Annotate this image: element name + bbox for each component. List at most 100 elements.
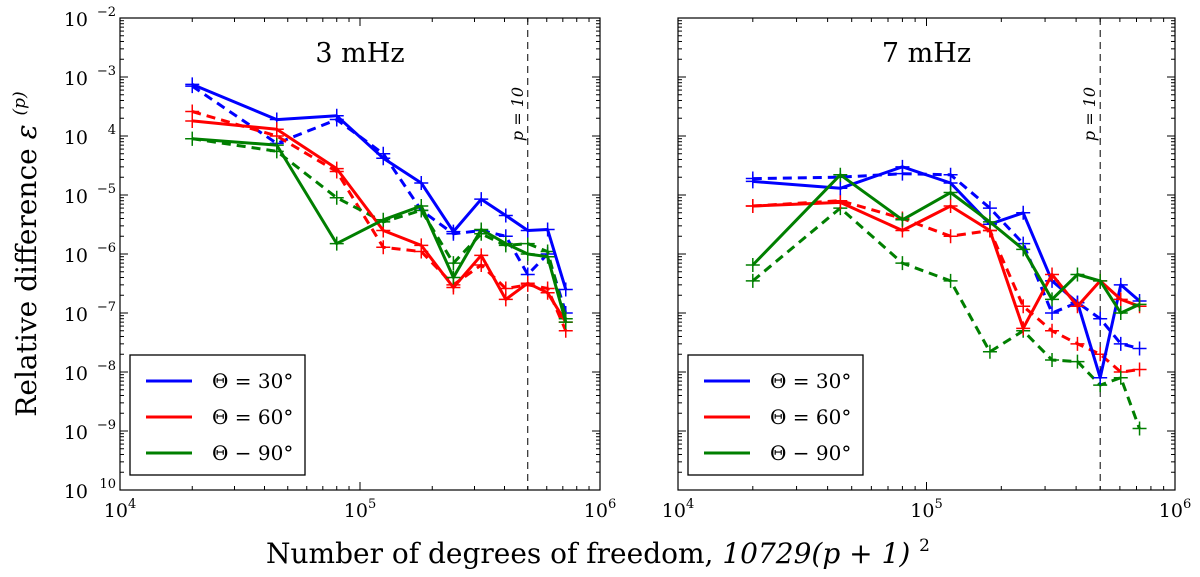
x-tick-base: 10 [584,500,608,522]
data-point-marker [943,229,958,244]
y-tick-base: 10 [64,68,88,90]
data-point-marker [1113,336,1128,351]
x-tick-exp: 6 [608,497,616,512]
data-point-marker [520,223,535,238]
x-tick-label: 104 [104,497,136,522]
x-axis-label-text: Number of degrees of freedom, [266,537,713,570]
data-point-marker [474,248,489,263]
legend-label: Θ = 30° [770,369,851,393]
series-line [752,172,1140,350]
y-tick-base: 10 [64,422,88,444]
data-point-marker [982,344,997,359]
data-point-marker [474,192,489,207]
data-point-marker [1093,273,1108,288]
data-point-marker [498,292,513,307]
y-axis-label-text: Relative difference [10,148,43,416]
data-point-marker [1045,306,1060,320]
data-point-marker [1070,267,1085,282]
data-point-marker [982,214,997,229]
y-tick-base: 10 [64,127,88,149]
y-tick-label: 10 10 [64,477,116,503]
legend-label: Θ = 60° [212,405,293,429]
data-point-marker [558,282,573,297]
series-solid-0000ff [185,77,573,297]
x-tick-base: 10 [910,500,934,522]
data-point-marker [745,199,760,214]
y-axis-label: Relative difference ε (p) [10,91,43,416]
y-tick-base: 10 [64,9,88,31]
x-tick-base: 10 [1159,500,1183,522]
data-point-marker [498,208,513,223]
data-point-marker [329,108,344,123]
data-point-marker [376,151,391,166]
svg-text:Number of degrees of freedom,: Number of degrees of freedom, 10729(p + … [266,536,930,570]
series-line [752,200,1141,330]
legend: Θ = 30° Θ = 60° Θ − 90° [129,354,306,476]
data-point-marker [1132,341,1147,356]
data-point-marker [376,212,391,227]
data-point-marker [1132,297,1147,312]
data-point-marker [474,222,489,237]
x-tick-exp: 6 [1183,497,1191,512]
data-point-marker [414,238,429,253]
data-point-marker [982,201,997,216]
p10-reference-label: p = 10 [1080,87,1099,141]
data-point-marker [520,276,535,291]
x-tick-exp: 4 [128,497,136,512]
data-point-marker [1113,370,1128,385]
data-point-marker [185,77,200,92]
y-tick-exp: −8 [97,359,116,374]
data-point-marker [540,222,555,237]
y-tick-exp: −5 [97,182,116,197]
x-axis-label-sup: 2 [919,536,930,556]
y-tick-label: 10 −8 [64,359,116,385]
y-tick-label: 10 −2 [64,5,116,31]
y-tick-exp: −6 [97,241,116,256]
data-point-marker [745,258,760,273]
y-tick-label: 10 −5 [64,182,116,208]
data-point-marker [269,138,284,153]
data-point-marker [329,161,344,176]
panel-title: 7 mHz [882,38,971,69]
data-point-marker [1045,292,1060,307]
x-tick-exp: 5 [368,497,376,512]
y-axis-label-symbol: ε [10,124,43,139]
y-axis-label-sup: (p) [10,91,30,115]
data-point-marker [558,315,573,330]
x-tick-exp: 5 [934,497,942,512]
y-tick-exp: −3 [97,64,116,79]
data-point-marker [1113,277,1128,292]
series-line [751,173,1141,315]
y-tick-exp: −2 [97,5,116,20]
panel-title: 3 mHz [315,38,404,69]
data-point-marker [1093,370,1108,385]
legend: Θ = 30° Θ = 60° Θ − 90° [687,354,864,476]
series-dashed-007f00 [185,131,573,326]
series-solid-ff0000 [745,195,1147,336]
data-point-marker [833,181,848,196]
data-point-marker [520,247,535,261]
x-tick-base: 10 [662,500,686,522]
x-tick-base: 10 [104,500,128,522]
data-point-marker [1016,205,1031,220]
data-point-marker [414,175,429,190]
data-point-marker [943,273,958,288]
data-point-marker [833,167,848,182]
data-point-marker [1045,323,1060,338]
data-point-marker [943,199,958,214]
data-point-marker [1045,352,1060,367]
x-tick-base: 10 [344,500,368,522]
data-point-marker [414,199,429,214]
data-point-marker [446,256,461,271]
series-line [191,137,568,320]
data-point-marker [745,273,760,288]
y-tick-exp: 10 [99,477,116,492]
legend-label: Θ = 60° [770,405,851,429]
data-point-marker [1132,421,1147,436]
legend-box [687,354,864,476]
x-axis-label-math: 10729(p + 1) [722,537,910,570]
data-point-marker [269,122,284,137]
x-tick-label: 105 [344,497,376,522]
y-tick-exp: 4 [108,123,116,138]
